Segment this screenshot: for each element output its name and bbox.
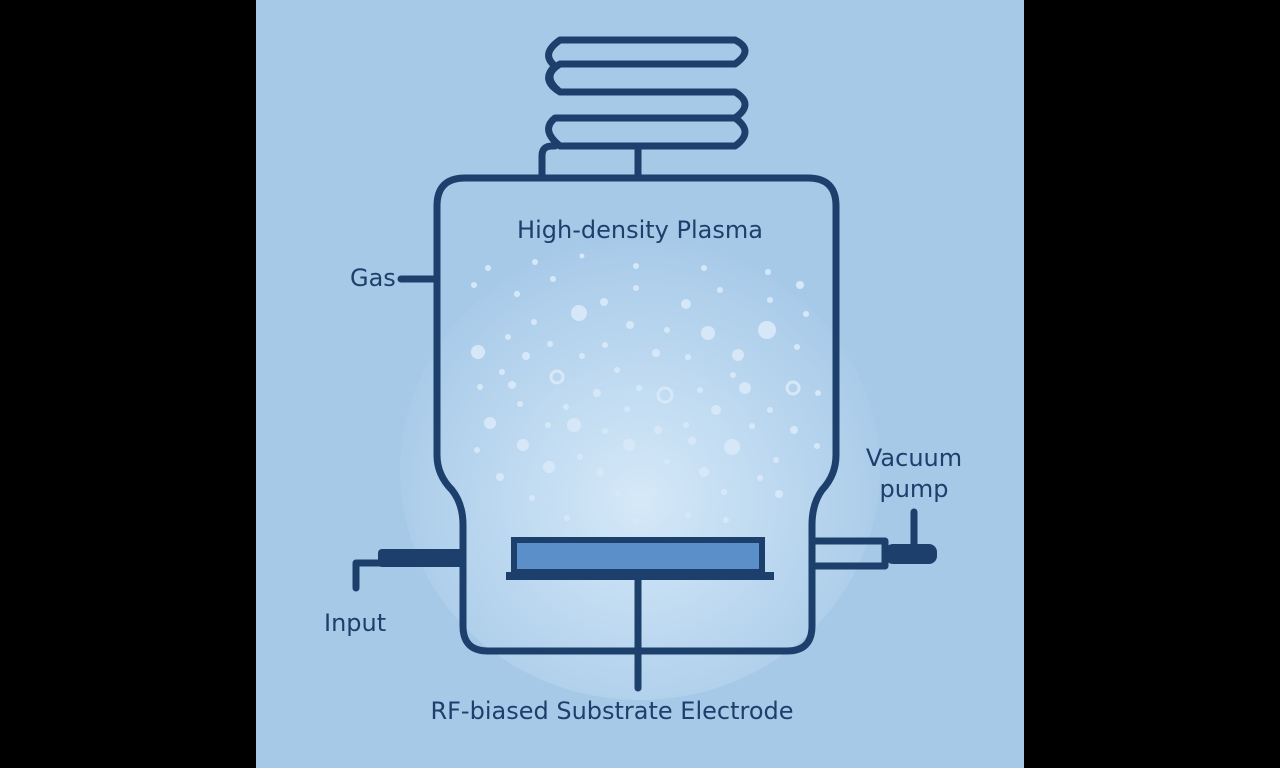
gas-label: Gas bbox=[350, 264, 396, 292]
substrate-wafer bbox=[511, 537, 765, 575]
rf-coil bbox=[538, 36, 749, 181]
plasma-title: High-density Plasma bbox=[517, 216, 763, 244]
plasma-particles bbox=[471, 253, 821, 524]
input-label: Input bbox=[324, 609, 386, 637]
electrode-plate bbox=[506, 572, 774, 580]
left-black-bar bbox=[0, 0, 256, 768]
chamber-wall bbox=[433, 174, 840, 655]
vacuum-label-line2: pump bbox=[879, 475, 948, 503]
right-black-bar bbox=[1024, 0, 1280, 768]
plasma-glow bbox=[400, 240, 880, 700]
input-rod bbox=[378, 549, 466, 567]
vacuum-label-line1: Vacuum bbox=[866, 444, 962, 472]
plasma-ring-particles bbox=[549, 369, 801, 404]
electrode-label: RF-biased Substrate Electrode bbox=[430, 697, 793, 725]
input-wire bbox=[352, 559, 387, 592]
vacuum-pump-nozzle bbox=[885, 544, 937, 564]
